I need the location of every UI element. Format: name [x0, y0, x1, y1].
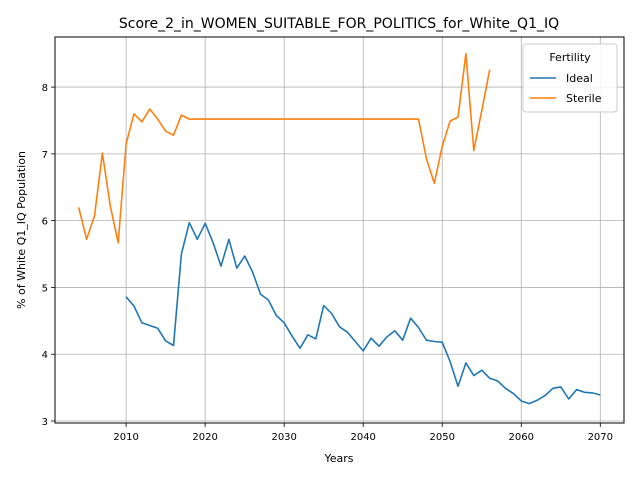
x-tick-label: 2030: [271, 432, 296, 443]
y-tick-label: 4: [42, 350, 48, 361]
x-tick-label: 2040: [350, 432, 375, 443]
legend: Fertility Ideal Sterile: [522, 43, 618, 113]
y-tick-label: 5: [42, 283, 48, 294]
y-tick-label: 7: [42, 150, 48, 161]
legend-label-sterile: Sterile: [566, 92, 602, 105]
x-axis-label: Years: [323, 452, 353, 465]
x-tick-label: 2050: [430, 432, 455, 443]
plot-frame: [54, 36, 625, 424]
y-tick-label: 6: [42, 217, 48, 228]
series-line-ideal: [125, 221, 601, 405]
x-tick-label: 2010: [113, 432, 138, 443]
chart-title: Score_2_in_WOMEN_SUITABLE_FOR_POLITICS_f…: [119, 16, 559, 32]
y-axis-ticks: 3 4 5 6 7 8: [42, 83, 55, 428]
x-tick-label: 2070: [588, 432, 613, 443]
y-tick-label: 8: [42, 83, 48, 94]
x-tick-label: 2060: [509, 432, 534, 443]
series-line-sterile: [77, 52, 491, 244]
series-lines: [77, 52, 601, 405]
x-axis-ticks: 2010 2020 2030 2040 2050 2060 2070: [113, 423, 613, 443]
y-axis-label: % of White Q1_IQ Population: [15, 151, 28, 309]
x-tick-label: 2020: [192, 432, 217, 443]
gridlines: [55, 37, 624, 423]
legend-label-ideal: Ideal: [566, 72, 593, 85]
legend-box: [522, 43, 618, 113]
legend-title: Fertility: [549, 51, 591, 64]
y-tick-label: 3: [42, 417, 48, 428]
